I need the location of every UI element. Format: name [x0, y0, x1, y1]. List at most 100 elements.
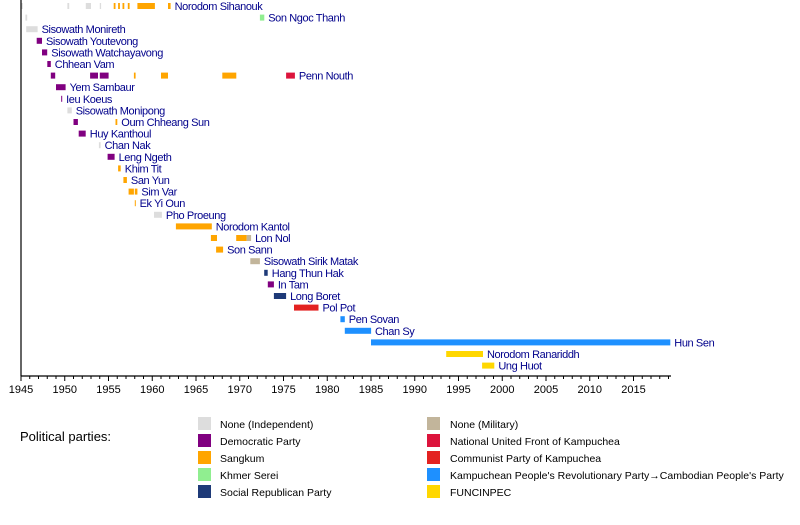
legend-label: Social Republican Party	[220, 487, 332, 499]
row-label: Khim Tit	[125, 163, 162, 175]
term-bar	[344, 327, 372, 334]
term-bar	[175, 223, 212, 230]
term-bar	[113, 3, 116, 9]
legend: Political parties: None (Independent) Dem…	[20, 417, 785, 499]
term-bar	[446, 351, 483, 357]
x-tick-label: 1950	[53, 384, 77, 396]
term-bar	[73, 119, 78, 125]
term-bar	[267, 281, 274, 288]
legend-swatch	[427, 468, 440, 481]
term-bar	[118, 165, 121, 172]
legend-label: FUNCINPEC	[450, 487, 512, 499]
row-label: In Tam	[278, 279, 309, 291]
row-label: Pho Proeung	[166, 210, 226, 222]
x-tick-label: 2010	[578, 384, 602, 396]
row-label: Penn Nouth	[299, 71, 353, 83]
term-bar	[78, 130, 86, 137]
term-bar	[161, 72, 168, 79]
row-label: Chan Sy	[375, 326, 415, 338]
row-label: Oum Chheang Sun	[121, 117, 209, 129]
term-bar	[67, 107, 72, 114]
row-label: Norodom Ranariddh	[487, 349, 580, 361]
term-bar	[236, 235, 247, 241]
term-bar	[482, 362, 495, 369]
term-bar	[90, 72, 98, 79]
row-label: Lon Nol	[255, 233, 290, 245]
x-tick-label: 1960	[140, 384, 164, 396]
term-bar	[154, 211, 162, 218]
x-tick-label: 1970	[228, 384, 252, 396]
term-bar	[25, 14, 28, 21]
term-bar	[264, 269, 268, 276]
row-label: Sisowath Monireth	[42, 24, 126, 36]
term-bar	[286, 72, 295, 79]
term-bar	[99, 72, 109, 79]
legend-label: Democratic Party	[220, 436, 301, 448]
x-tick-label: 1985	[359, 384, 383, 396]
legend-swatch	[427, 451, 440, 464]
row-label: Ieu Koeus	[66, 94, 113, 106]
row-label: Hang Thun Hak	[272, 268, 345, 280]
row-label: Chan Nak	[105, 140, 152, 152]
row-label: Huy Kanthoul	[90, 129, 151, 141]
row-label: Ung Huot	[498, 361, 542, 373]
term-bar	[47, 61, 51, 67]
row-label: Pol Pot	[323, 303, 356, 315]
row-label: Son Ngoc Thanh	[268, 13, 345, 25]
term-bar	[61, 95, 63, 102]
legend-label: None (Military)	[450, 419, 518, 431]
legend-swatch	[198, 417, 211, 430]
row-label: Sisowath Youtevong	[46, 36, 138, 48]
legend-swatch	[427, 434, 440, 447]
term-bar	[107, 153, 115, 160]
row-label: Sisowath Sirik Matak	[264, 256, 359, 268]
legend-label: Kampuchean People's Revolutionary Party→…	[450, 470, 785, 482]
x-axis: 1945 1950 1955 1960 1965 1970 1975 1980 1985 1990…	[9, 0, 671, 396]
term-bar	[50, 72, 56, 79]
x-tick-label: 2000	[490, 384, 514, 396]
term-bar	[259, 14, 265, 21]
row-label: Leng Ngeth	[119, 152, 172, 164]
row-label: Ek Yi Oun	[140, 198, 186, 210]
term-bar	[118, 3, 120, 9]
x-tick-label: 1980	[315, 384, 339, 396]
x-tick-label: 1965	[184, 384, 208, 396]
term-bar	[42, 49, 48, 56]
row-label: Norodom Kantol	[216, 221, 290, 233]
legend-label: Communist Party of Kampuchea	[450, 453, 601, 465]
labels-layer: Norodom Sihanouk Son Ngoc Thanh Sisowath M…	[42, 1, 715, 373]
legend-label: Khmer Serei	[220, 470, 278, 482]
term-bar	[168, 3, 171, 9]
term-bar	[128, 188, 134, 195]
row-label: Sisowath Monipong	[76, 105, 165, 117]
legend-title: Political parties:	[20, 429, 111, 444]
term-bar	[294, 304, 319, 311]
term-bar	[67, 3, 70, 9]
row-label: Sim Var	[141, 187, 177, 199]
legend-label: Sangkum	[220, 453, 265, 465]
x-tick-label: 1995	[446, 384, 470, 396]
row-label: Yem Sambaur	[70, 82, 136, 94]
row-label: Chhean Vam	[55, 59, 115, 71]
term-bar	[123, 177, 127, 183]
legend-swatch	[198, 434, 211, 447]
legend-swatch	[198, 451, 211, 464]
term-bar	[115, 119, 118, 125]
term-bar	[21, 3, 23, 9]
term-bar	[99, 3, 102, 9]
row-label: Norodom Sihanouk	[175, 1, 264, 13]
term-bar	[56, 84, 66, 91]
term-bar	[137, 3, 155, 9]
x-tick-label: 1990	[403, 384, 427, 396]
legend-label: National United Front of Kampuchea	[450, 436, 620, 448]
term-bar	[250, 258, 260, 265]
term-bar	[122, 3, 125, 9]
term-bar	[134, 200, 136, 207]
bars-layer	[21, 3, 671, 369]
term-bar	[85, 3, 91, 9]
term-bar	[98, 142, 101, 149]
term-bar	[133, 72, 136, 79]
row-label: Long Boret	[290, 291, 340, 303]
term-bar	[134, 188, 138, 195]
